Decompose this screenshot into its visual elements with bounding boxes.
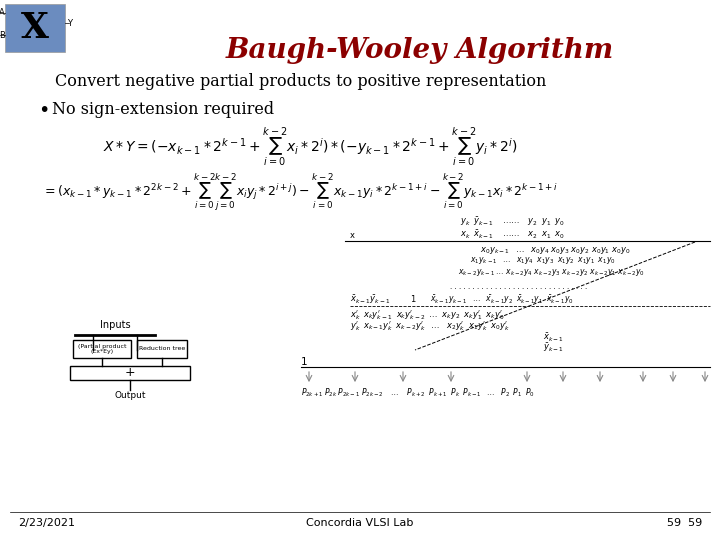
Text: B: B bbox=[0, 31, 5, 40]
Text: $x_1 y_{k-1} \;\;\; \ldots \;\;\; x_1 y_4 \;\; x_1 y_3 \;\; x_1 y_2 \;\; x_1 y_1: $x_1 y_{k-1} \;\;\; \ldots \;\;\; x_1 y_… bbox=[470, 255, 616, 267]
Text: (Partial product
(Ex*Ey): (Partial product (Ex*Ey) bbox=[78, 343, 126, 354]
Text: $\bar{y}_{k-1}$: $\bar{y}_{k-1}$ bbox=[543, 342, 564, 354]
Text: 59  59: 59 59 bbox=[667, 518, 702, 528]
Text: $y_k' \;\; x_{k-1} y_k' \;\; x_{k-2} y_k' \;\;\; \ldots \;\;\; x_2 y_k' \;\; x_1: $y_k' \;\; x_{k-1} y_k' \;\; x_{k-2} y_k… bbox=[350, 319, 510, 333]
Text: Baugh-Wooley Algorithm: Baugh-Wooley Algorithm bbox=[226, 37, 614, 64]
Text: $\bar{x}_{k-1}$: $\bar{x}_{k-1}$ bbox=[543, 332, 564, 344]
Text: $x_0 y_{k-1} \;\;\; \ldots \;\;\; x_0 y_4 \; x_0 y_3 \; x_0 y_2 \; x_0 y_1 \; x_: $x_0 y_{k-1} \;\;\; \ldots \;\;\; x_0 y_… bbox=[480, 245, 631, 255]
Text: $P_{2k+1} \; P_{2k} \; P_{2k-1} \; P_{2k-2} \;\;\;\; \ldots \;\;\;\; P_{k+2} \;\: $P_{2k+1} \; P_{2k} \; P_{2k-1} \; P_{2k… bbox=[301, 387, 535, 399]
Bar bbox=[137, 340, 187, 358]
Text: Inputs: Inputs bbox=[99, 320, 130, 330]
Text: A: A bbox=[0, 8, 5, 17]
Text: Y: Y bbox=[67, 19, 72, 28]
Bar bbox=[5, 4, 65, 52]
Text: X: X bbox=[21, 11, 49, 45]
Text: +: + bbox=[125, 367, 135, 380]
Text: 2/23/2021: 2/23/2021 bbox=[18, 518, 75, 528]
Text: $x_k \;\; \bar{x}_{k-1} \;\;\;\; \ldots\ldots \;\;\;\; x_2 \;\; x_1 \;\; x_0$: $x_k \;\; \bar{x}_{k-1} \;\;\;\; \ldots\… bbox=[460, 229, 565, 241]
Text: Output: Output bbox=[114, 392, 145, 401]
Text: $x_{k-2} y_{k-1} \; \ldots \; x_{k-2} y_4 \; x_{k-2} y_3 \; x_{k-2} y_2 \; x_{k-: $x_{k-2} y_{k-1} \; \ldots \; x_{k-2} y_… bbox=[458, 267, 645, 278]
Text: Reduction tree: Reduction tree bbox=[139, 347, 185, 352]
Text: $= (x_{k-1} * y_{k-1} * 2^{2k-2} + \sum_{i=0}^{k-2}\sum_{j=0}^{k-2} x_i y_j * 2^: $= (x_{k-1} * y_{k-1} * 2^{2k-2} + \sum_… bbox=[42, 171, 558, 213]
Text: $x_k' \;\; x_k y_{k-1}' \;\; x_k y_{k-2}' \;\; \ldots \;\; x_k y_2 \;\; x_k y_1': $x_k' \;\; x_k y_{k-1}' \;\; x_k y_{k-2}… bbox=[350, 308, 505, 322]
Text: Concordia VLSI Lab: Concordia VLSI Lab bbox=[306, 518, 414, 528]
Text: x: x bbox=[350, 231, 355, 240]
Text: $\bar{x}_{k-1} y_{k-1} \;\;\; \ldots \;\;\; \bar{x}_{k-1} y_2 \;\; \bar{x}_{k-1}: $\bar{x}_{k-1} y_{k-1} \;\;\; \ldots \;\… bbox=[430, 294, 574, 306]
Text: 1: 1 bbox=[301, 357, 307, 367]
Text: $y_k \;\; \bar{y}_{k-1} \;\;\;\; \ldots\ldots \;\;\;\; y_2 \;\; y_1 \;\; y_0$: $y_k \;\; \bar{y}_{k-1} \;\;\;\; \ldots\… bbox=[460, 215, 565, 228]
Text: 1: 1 bbox=[410, 295, 415, 305]
Text: •: • bbox=[38, 100, 50, 119]
Text: $X * Y = (-x_{k-1} * 2^{k-1} + \sum_{i=0}^{k-2} x_i * 2^{i})*(-y_{k-1} * 2^{k-1}: $X * Y = (-x_{k-1} * 2^{k-1} + \sum_{i=0… bbox=[103, 125, 517, 168]
Text: No sign-extension required: No sign-extension required bbox=[52, 102, 274, 118]
Bar bbox=[70, 366, 190, 380]
Text: Convert negative partial products to positive representation: Convert negative partial products to pos… bbox=[55, 73, 546, 91]
Text: . . . . . . . . . . . . . . . . . . . . . . . . . . . . . . .: . . . . . . . . . . . . . . . . . . . . … bbox=[450, 284, 588, 290]
Text: $\bar{x}_{k-1}\bar{y}_{k-1}$: $\bar{x}_{k-1}\bar{y}_{k-1}$ bbox=[350, 294, 390, 306]
Bar bbox=[73, 340, 131, 358]
